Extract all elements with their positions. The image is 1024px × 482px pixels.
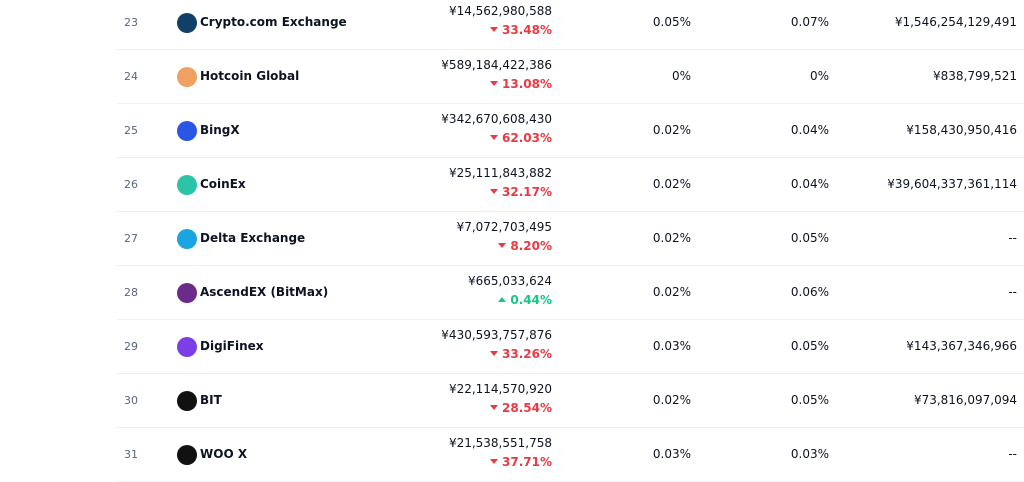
exchange-icon	[177, 229, 197, 249]
percent-a: 0.02%	[652, 285, 691, 299]
change: 28.54%	[502, 401, 552, 415]
percent-a: 0.02%	[652, 123, 691, 137]
arrow-down	[490, 27, 498, 32]
change: 33.48%	[502, 23, 552, 37]
volume: ¥589,184,422,386	[441, 58, 552, 72]
value: ¥838,799,521	[933, 69, 1017, 83]
percent-b: 0.05%	[790, 393, 829, 407]
value: ¥73,816,097,094	[913, 393, 1017, 407]
percent-a: 0.02%	[652, 177, 691, 191]
volume: ¥22,114,570,920	[448, 382, 552, 396]
change: 37.71%	[502, 455, 552, 469]
exchange-icon	[177, 13, 197, 33]
exchange-icon	[177, 67, 197, 87]
table-row[interactable]: 25 BingX ¥342,670,608,430 62.03% 0.02% 0.04% ¥…	[117, 104, 1024, 158]
volume: ¥430,593,757,876	[441, 328, 552, 342]
exchange-name[interactable]: Crypto.com Exchange	[200, 15, 347, 29]
volume: ¥7,072,703,495	[456, 220, 552, 234]
exchange-name[interactable]: Hotcoin Global	[200, 69, 300, 83]
value: ¥158,430,950,416	[906, 123, 1017, 137]
rank: 25	[124, 124, 138, 137]
percent-b: 0.07%	[790, 15, 829, 29]
exchange-name[interactable]: DigiFinex	[200, 339, 264, 353]
arrow-down	[490, 351, 498, 356]
rank: 31	[124, 448, 138, 461]
volume: ¥21,538,551,758	[448, 436, 552, 450]
rank: 28	[124, 286, 138, 299]
percent-a: 0.05%	[652, 15, 691, 29]
rank: 23	[124, 16, 138, 29]
percent-a: 0.02%	[652, 231, 691, 245]
volume: ¥25,111,843,882	[448, 166, 552, 180]
percent-a: 0.03%	[652, 447, 691, 461]
value: --	[1008, 231, 1017, 245]
table-row[interactable]: 29 DigiFinex ¥430,593,757,876 33.26% 0.03% 0.…	[117, 320, 1024, 374]
percent-b: 0.06%	[790, 285, 829, 299]
table-row[interactable]: 24 Hotcoin Global ¥589,184,422,386 13.08% 0%…	[117, 50, 1024, 104]
exchange-icon	[177, 283, 197, 303]
percent-b: 0.05%	[790, 231, 829, 245]
arrow-up	[498, 297, 506, 302]
table-row[interactable]: 31 WOO X ¥21,538,551,758 37.71% 0.03% 0.03% --	[117, 428, 1024, 482]
table-row[interactable]: 28 AscendEX (BitMax) ¥665,033,624 0.44% 0.02…	[117, 266, 1024, 320]
exchange-icon	[177, 337, 197, 357]
change: 8.20%	[510, 239, 552, 253]
exchange-icon	[177, 391, 197, 411]
arrow-down	[490, 81, 498, 86]
rank: 26	[124, 178, 138, 191]
percent-b: 0.04%	[790, 123, 829, 137]
percent-a: 0.03%	[652, 339, 691, 353]
percent-b: 0.03%	[790, 447, 829, 461]
change: 13.08%	[502, 77, 552, 91]
exchange-name[interactable]: Delta Exchange	[200, 231, 306, 245]
volume: ¥342,670,608,430	[441, 112, 552, 126]
rank: 30	[124, 394, 138, 407]
arrow-down	[490, 459, 498, 464]
table-row[interactable]: 23 Crypto.com Exchange ¥14,562,980,588 33.4…	[117, 0, 1024, 50]
value: ¥143,367,346,966	[906, 339, 1017, 353]
rank: 27	[124, 232, 138, 245]
table-row[interactable]: 27 Delta Exchange ¥7,072,703,495 8.20% 0.02%…	[117, 212, 1024, 266]
exchange-name[interactable]: WOO X	[200, 447, 248, 461]
change: 62.03%	[502, 131, 552, 145]
table-row[interactable]: 26 CoinEx ¥25,111,843,882 32.17% 0.02% 0.04% ¥…	[117, 158, 1024, 212]
exchange-name[interactable]: BIT	[200, 393, 222, 407]
change: 33.26%	[502, 347, 552, 361]
table-row[interactable]: 30 BIT ¥22,114,570,920 28.54% 0.02% 0.05% ¥73,…	[117, 374, 1024, 428]
exchange-icon	[177, 121, 197, 141]
value: --	[1008, 285, 1017, 299]
exchange-icon	[177, 175, 197, 195]
arrow-down	[490, 189, 498, 194]
volume: ¥14,562,980,588	[448, 4, 552, 18]
rank: 24	[124, 70, 138, 83]
exchange-name[interactable]: AscendEX (BitMax)	[200, 285, 329, 299]
arrow-down	[490, 405, 498, 410]
value: ¥1,546,254,129,491	[894, 15, 1017, 29]
value: ¥39,604,337,361,114	[887, 177, 1017, 191]
rank: 29	[124, 340, 138, 353]
volume: ¥665,033,624	[468, 274, 552, 288]
percent-b: 0%	[809, 69, 829, 83]
arrow-down	[490, 135, 498, 140]
exchange-name[interactable]: BingX	[200, 123, 240, 137]
change: 32.17%	[502, 185, 552, 199]
arrow-down	[498, 243, 506, 248]
percent-a: 0%	[671, 69, 691, 83]
value: --	[1008, 447, 1017, 461]
percent-b: 0.05%	[790, 339, 829, 353]
change: 0.44%	[510, 293, 552, 307]
percent-b: 0.04%	[790, 177, 829, 191]
percent-a: 0.02%	[652, 393, 691, 407]
exchange-icon	[177, 445, 197, 465]
exchange-name[interactable]: CoinEx	[200, 177, 246, 191]
